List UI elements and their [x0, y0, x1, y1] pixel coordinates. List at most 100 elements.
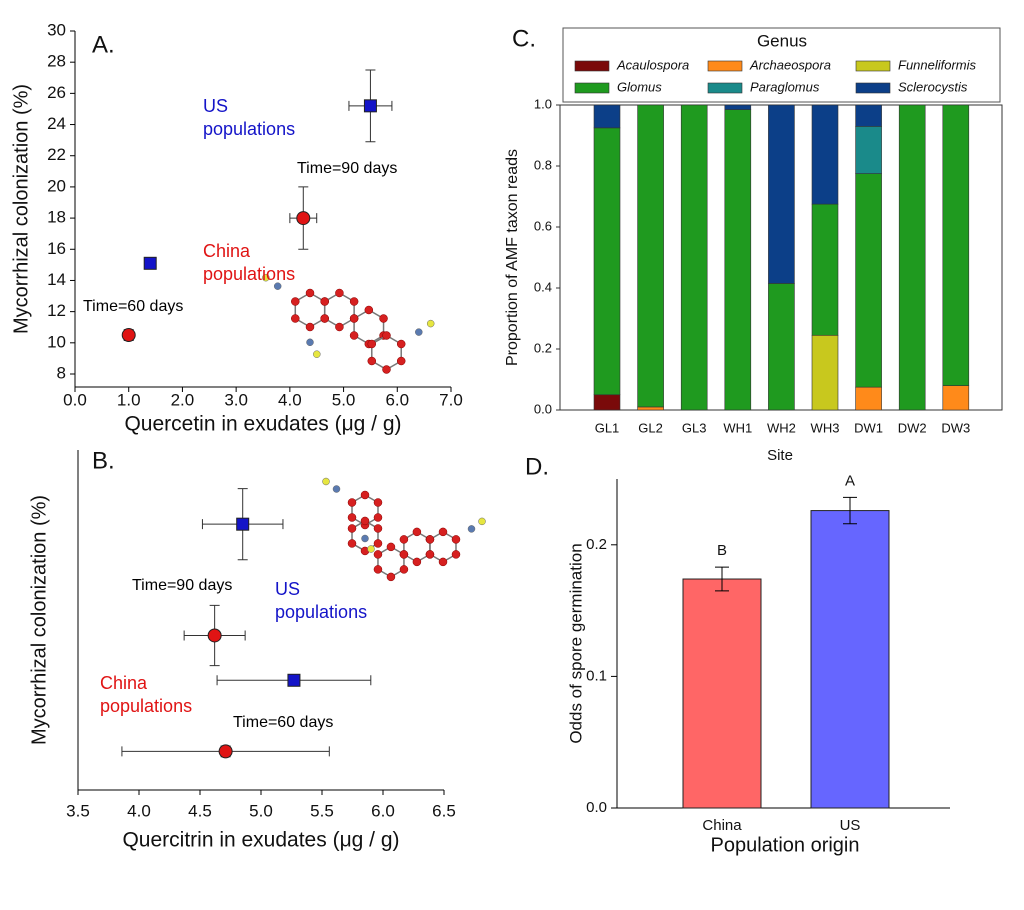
molecule-atom	[367, 356, 377, 366]
y-tick-label: 0.8	[534, 157, 552, 172]
point	[363, 99, 377, 113]
molecule-atom	[360, 516, 370, 526]
y-tick-label: 0.0	[586, 799, 607, 816]
bar-segment	[637, 104, 664, 408]
x-tick-label: 5.5	[310, 801, 334, 820]
molecule-atom	[382, 365, 391, 374]
y-tick-label: 12	[47, 301, 66, 320]
x-tick-label: WH1	[723, 420, 752, 435]
y-tick-label: 0.6	[534, 218, 552, 233]
annotation: Time=90 days	[132, 577, 233, 594]
annotation: Time=60 days	[83, 298, 184, 315]
y-axis-label: Odds of spore germination	[566, 543, 585, 743]
molecule-atom	[396, 356, 406, 366]
molecule-atom	[373, 550, 383, 559]
bar	[682, 578, 762, 809]
molecule-atom	[335, 288, 344, 298]
molecule-atom	[425, 550, 435, 559]
legend-swatch	[574, 82, 610, 94]
x-tick-label: 5.0	[332, 390, 356, 409]
series-label: China populations	[100, 673, 193, 716]
x-axis-label: Population origin	[711, 834, 860, 856]
molecule-atom	[412, 527, 422, 537]
y-tick-label: 0.4	[534, 279, 552, 294]
molecule-atom	[478, 517, 486, 526]
molecule-atom	[320, 297, 329, 306]
x-tick-label: 6.0	[371, 801, 395, 820]
x-tick-label: GL3	[682, 420, 707, 435]
molecule-atom	[399, 565, 409, 574]
bar-segment	[593, 104, 621, 129]
y-axis-label: Proportion of AMF taxon reads	[504, 149, 521, 366]
bar-segment	[811, 104, 839, 205]
bar-segment	[811, 203, 839, 336]
y-tick-label: 20	[47, 176, 66, 195]
molecule-atom	[367, 339, 377, 349]
y-axis-label: Mycorrhizal colonization (%)	[28, 495, 50, 745]
y-tick-label: 0.2	[534, 340, 552, 355]
bar-segment	[855, 104, 882, 127]
molecule-atom	[373, 513, 383, 522]
legend-swatch	[707, 60, 743, 72]
legend-swatch	[707, 82, 743, 94]
annotation: Time=60 days	[233, 714, 334, 731]
bar-segment	[637, 406, 664, 411]
x-tick-label: 3.0	[224, 390, 248, 409]
molecule-atom	[415, 328, 423, 336]
bar	[810, 510, 890, 809]
x-tick-label: 6.0	[385, 390, 409, 409]
x-tick-label: DW3	[941, 420, 970, 435]
bar-segment	[942, 385, 970, 411]
legend-label: Archaeospora	[749, 57, 831, 72]
molecule-atom	[349, 314, 359, 323]
molecule-atom	[451, 550, 461, 559]
molecule-atom	[426, 319, 435, 328]
molecule-atom	[347, 513, 357, 522]
molecule-atom	[347, 524, 357, 533]
molecule-atom	[347, 498, 357, 507]
x-tick-label: 3.5	[66, 801, 90, 820]
x-axis-label: Site	[767, 447, 793, 464]
series-label: US populations	[275, 579, 368, 622]
legend-label: Sclerocystis	[898, 79, 968, 94]
legend-swatch	[855, 82, 891, 94]
x-tick-label: 0.0	[63, 390, 87, 409]
molecule-atom	[382, 331, 391, 340]
molecule-atom	[367, 545, 375, 553]
series-label: US populations	[203, 96, 296, 139]
legend-swatch	[855, 60, 891, 72]
molecule-atom	[291, 297, 300, 306]
bar-segment	[855, 173, 882, 388]
molecule-atom	[335, 322, 344, 332]
bar-segment	[855, 386, 882, 411]
significance-letter: B	[717, 542, 727, 559]
molecule-atom	[373, 565, 383, 574]
panel-label: A.	[92, 31, 115, 58]
molecule-atom	[349, 331, 359, 340]
bar-segment	[942, 104, 970, 386]
molecule-atom	[425, 535, 435, 544]
legend-swatch	[574, 60, 610, 72]
molecule-atom	[262, 273, 270, 282]
molecule-atom	[364, 305, 374, 315]
x-tick-label: 1.0	[117, 390, 141, 409]
x-tick-label: GL1	[595, 420, 620, 435]
x-axis-label: Quercetin in exudates (μg / g)	[124, 413, 401, 436]
y-tick-label: 30	[47, 20, 66, 39]
panel-label: B.	[92, 447, 115, 474]
bar-segment	[898, 104, 926, 411]
x-axis-label: Quercitrin in exudates (μg / g)	[122, 829, 399, 852]
point	[296, 211, 311, 226]
y-tick-label: 16	[47, 239, 66, 258]
point	[218, 744, 233, 759]
bar-segment	[680, 104, 708, 411]
molecule-atom	[438, 557, 448, 567]
x-tick-label: WH2	[767, 420, 796, 435]
molecule	[322, 477, 486, 582]
x-tick-label: 2.0	[171, 390, 195, 409]
molecule-atom	[361, 534, 369, 543]
panel-label: C.	[512, 25, 536, 52]
point	[207, 628, 222, 643]
y-tick-label: 0.1	[586, 667, 607, 684]
x-tick-label: DW1	[854, 420, 883, 435]
